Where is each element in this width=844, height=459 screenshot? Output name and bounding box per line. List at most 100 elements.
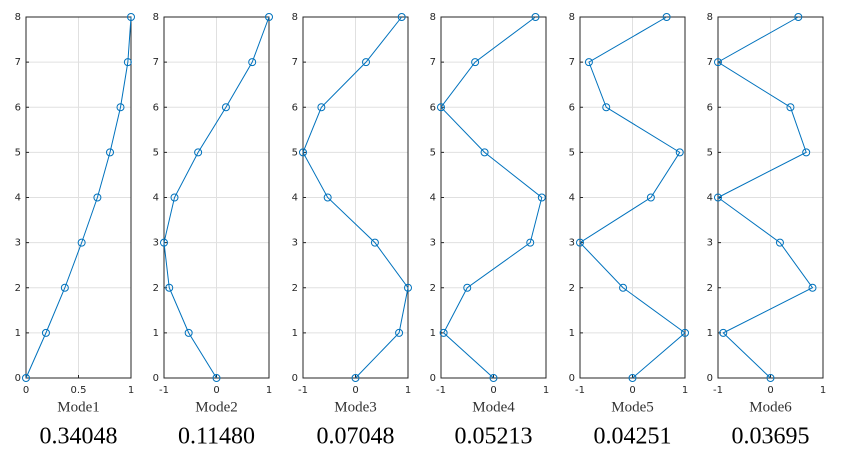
marker (22, 374, 30, 382)
axes-box (25, 16, 132, 379)
y-tick-label: 3 (430, 238, 436, 249)
x-tick-label: 0 (213, 385, 219, 396)
x-axis-label: Mode4 (472, 399, 515, 415)
y-tick-label: 8 (15, 12, 21, 23)
mode-line (25, 16, 132, 379)
marker (531, 13, 540, 21)
x-tick-label: -1 (159, 385, 169, 396)
x-axis-label: Mode1 (57, 399, 100, 415)
y-tick-label: 6 (707, 102, 713, 113)
x-tick-label: 1 (682, 385, 688, 396)
marker (437, 103, 445, 112)
mode-caption: 0.03695 (732, 424, 810, 450)
marker (537, 193, 546, 202)
x-tick-label: 0 (490, 385, 496, 396)
y-tick-label: 1 (707, 328, 713, 339)
y-tick-label: 0 (153, 373, 159, 384)
marker (248, 58, 257, 67)
mode-line (440, 16, 543, 379)
mode-caption: 0.04251 (594, 424, 672, 450)
marker (808, 283, 817, 292)
x-tick-label: 1 (405, 385, 411, 396)
x-tick-label: 0 (23, 385, 29, 396)
marker (471, 58, 480, 67)
subplot: 0 1 2 3 4 5 6 7 8 0 0.5 1 Mode1 0.34048 (15, 12, 135, 450)
marker (184, 328, 193, 337)
y-tick-label: 8 (153, 12, 159, 23)
y-tick-label: 6 (153, 102, 159, 113)
marker (681, 328, 689, 337)
marker (106, 148, 114, 157)
y-tick-label: 4 (707, 193, 713, 204)
mode-caption: 0.11480 (178, 424, 255, 450)
marker (60, 283, 69, 292)
y-tick-label: 4 (15, 193, 21, 204)
y-tick-label: 5 (153, 147, 159, 158)
y-tick-label: 3 (569, 238, 575, 249)
x-axis-label: Mode6 (749, 399, 792, 415)
marker (41, 328, 50, 337)
x-tick-label: 1 (128, 385, 134, 396)
marker (489, 374, 498, 382)
y-tick-label: 7 (569, 57, 575, 68)
y-tick-label: 7 (153, 57, 159, 68)
x-tick-label: 1 (543, 385, 549, 396)
x-tick-label: 0 (352, 385, 358, 396)
y-tick-label: 5 (430, 147, 436, 158)
y-tick-label: 1 (153, 328, 159, 339)
y-tick-label: 7 (15, 57, 21, 68)
y-tick-label: 0 (292, 373, 298, 384)
x-tick-label: -1 (436, 385, 446, 396)
y-tick-label: 3 (153, 238, 159, 249)
marker (714, 193, 722, 202)
marker (602, 103, 611, 112)
mode-caption: 0.34048 (40, 424, 118, 450)
y-tick-label: 2 (15, 283, 21, 294)
y-tick-label: 4 (430, 193, 436, 204)
marker (675, 148, 684, 157)
x-tick-label: 0.5 (71, 385, 87, 396)
mode-line (717, 16, 814, 379)
y-tick-label: 0 (569, 373, 575, 384)
y-tick-label: 0 (15, 373, 21, 384)
x-tick-label: 1 (266, 385, 272, 396)
y-tick-label: 8 (707, 12, 713, 23)
marker (619, 283, 628, 292)
y-tick-label: 2 (153, 283, 159, 294)
y-tick-label: 2 (707, 283, 713, 294)
y-tick-label: 4 (153, 193, 159, 204)
x-tick-label: 0 (629, 385, 635, 396)
y-tick-label: 8 (292, 12, 298, 23)
y-tick-label: 4 (569, 193, 575, 204)
marker (123, 58, 132, 67)
marker (439, 328, 448, 337)
y-tick-label: 2 (430, 283, 436, 294)
y-tick-label: 6 (15, 102, 21, 113)
marker (170, 193, 179, 202)
y-tick-label: 7 (707, 57, 713, 68)
marker (362, 58, 370, 67)
marker (165, 283, 174, 292)
y-tick-label: 7 (430, 57, 436, 68)
marker (404, 283, 412, 292)
marker (794, 13, 803, 21)
marker (463, 283, 472, 292)
marker (299, 148, 307, 157)
y-tick-label: 5 (15, 147, 21, 158)
marker (323, 193, 332, 202)
y-tick-label: 1 (292, 328, 298, 339)
y-tick-label: 6 (430, 102, 436, 113)
y-tick-label: 0 (430, 373, 436, 384)
y-tick-label: 5 (292, 147, 298, 158)
marker (766, 374, 775, 382)
marker (194, 148, 203, 157)
x-axis-label: Mode5 (611, 399, 654, 415)
marker (221, 103, 230, 112)
y-tick-label: 3 (707, 238, 713, 249)
x-tick-label: -1 (298, 385, 308, 396)
mode-line (579, 16, 686, 379)
